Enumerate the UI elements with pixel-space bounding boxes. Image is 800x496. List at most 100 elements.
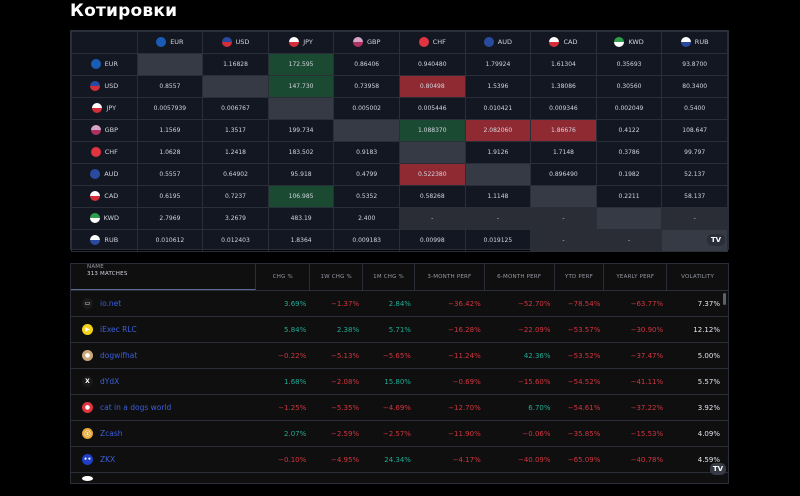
table-row[interactable]: ● cat in a dogs world −1.25% −5.35% −4.69% −1… [71, 395, 728, 421]
column-header-eur[interactable]: EUR [136, 31, 204, 54]
rate-cell[interactable]: 0.006767 [202, 97, 269, 120]
rate-cell[interactable]: - [530, 207, 597, 230]
rate-cell[interactable] [464, 163, 532, 186]
rate-cell[interactable]: 93.8700 [661, 53, 728, 76]
rate-cell[interactable]: 0.30560 [595, 75, 663, 98]
rate-cell[interactable]: 52.137 [661, 163, 728, 186]
table-row[interactable]: ⓩ Zcash 2.07% −2.59% −2.57% −11.90% −0.06% −35.… [71, 421, 728, 447]
rate-cell[interactable]: 0.1982 [595, 163, 663, 186]
rate-cell[interactable]: 1.2418 [202, 141, 269, 164]
rate-cell[interactable]: 0.010421 [464, 97, 532, 120]
row-header-kwd[interactable]: KWD [71, 207, 138, 230]
rate-cell[interactable]: - [530, 229, 597, 252]
rate-cell[interactable]: 0.010612 [136, 229, 204, 252]
rate-cell[interactable]: 108.647 [661, 119, 728, 142]
rate-cell[interactable]: 199.734 [267, 119, 335, 142]
row-header-aud[interactable]: AUD [71, 163, 138, 186]
rate-cell[interactable]: - [661, 207, 728, 230]
rate-cell[interactable]: 0.002049 [595, 97, 663, 120]
rate-cell[interactable]: 2.400 [333, 207, 400, 230]
rate-cell[interactable]: 1.1148 [464, 185, 532, 208]
rate-cell[interactable]: 0.9183 [333, 141, 400, 164]
column-header-6-month-perf[interactable]: 6-Month Perf [485, 264, 555, 290]
rate-cell[interactable]: 0.012403 [202, 229, 269, 252]
rate-cell[interactable]: 1.7148 [530, 141, 597, 164]
column-header-kwd[interactable]: KWD [595, 31, 663, 54]
table-row[interactable]: ● dogwifhat −0.22% −5.13% −5.65% −11.24% 42.36… [71, 343, 728, 369]
rate-cell[interactable]: 80.3400 [661, 75, 728, 98]
rate-cell[interactable]: 1.9126 [464, 141, 532, 164]
column-header-cad[interactable]: CAD [530, 31, 597, 54]
rate-cell[interactable]: 0.896490 [530, 163, 597, 186]
rate-cell[interactable]: 0.3786 [595, 141, 663, 164]
tradingview-logo-icon[interactable]: TV [710, 463, 726, 475]
column-header-aud[interactable]: AUD [464, 31, 532, 54]
column-header-1w-chg-[interactable]: 1W chg % [310, 264, 364, 290]
rate-cell[interactable]: - [464, 207, 532, 230]
rate-cell[interactable]: 172.595 [267, 53, 335, 76]
column-header-3-month-perf[interactable]: 3-Month Perf [415, 264, 485, 290]
rate-cell[interactable]: 1.61304 [530, 53, 597, 76]
rate-cell[interactable]: 58.137 [661, 185, 728, 208]
rate-cell[interactable]: - [595, 229, 663, 252]
column-header-ytd-perf[interactable]: YTD Perf [555, 264, 605, 290]
rate-cell[interactable]: 0.00998 [398, 229, 466, 252]
column-header-rub[interactable]: RUB [661, 31, 728, 54]
rate-cell[interactable]: 3.2679 [202, 207, 269, 230]
symbol-link[interactable]: Zcash [100, 429, 123, 438]
rate-cell[interactable]: 1.5396 [464, 75, 532, 98]
rate-cell[interactable]: 1.0628 [136, 141, 204, 164]
column-header-gbp[interactable]: GBP [333, 31, 400, 54]
rate-cell[interactable]: 0.940480 [398, 53, 466, 76]
rate-cell[interactable] [595, 207, 663, 230]
rate-cell[interactable] [530, 185, 597, 208]
rate-cell[interactable]: 0.73958 [333, 75, 400, 98]
row-header-chf[interactable]: CHF [71, 141, 138, 164]
column-header-1m-chg-[interactable]: 1M chg % [363, 264, 415, 290]
rate-cell[interactable]: 0.2211 [595, 185, 663, 208]
rate-cell[interactable]: 0.58268 [398, 185, 466, 208]
column-header-chf[interactable]: CHF [398, 31, 466, 54]
row-header-gbp[interactable]: GBP [71, 119, 138, 142]
row-header-rub[interactable]: RUB [71, 229, 138, 252]
rate-cell[interactable]: 483.19 [267, 207, 335, 230]
rate-cell[interactable]: 0.5557 [136, 163, 204, 186]
rate-cell[interactable]: 0.8557 [136, 75, 204, 98]
rate-cell[interactable]: 0.7237 [202, 185, 269, 208]
rate-cell[interactable]: 1.79924 [464, 53, 532, 76]
row-header-cad[interactable]: CAD [71, 185, 138, 208]
column-header-usd[interactable]: USD [202, 31, 269, 54]
symbol-link[interactable]: dYdX [100, 377, 120, 386]
rate-cell[interactable]: 1.38086 [530, 75, 597, 98]
column-header-yearly-perf[interactable]: Yearly Perf [604, 264, 668, 290]
symbol-link[interactable]: io.net [100, 299, 122, 308]
rate-cell[interactable]: 2.082060 [464, 119, 532, 142]
rate-cell[interactable]: 147.730 [267, 75, 335, 98]
rate-cell[interactable]: 183.502 [267, 141, 335, 164]
rate-cell[interactable]: 0.86406 [333, 53, 400, 76]
rate-cell[interactable]: 0.4799 [333, 163, 400, 186]
rate-cell[interactable] [333, 119, 400, 142]
column-header-volatility[interactable]: Volatility [681, 274, 715, 280]
rate-cell[interactable]: 95.918 [267, 163, 335, 186]
rate-cell[interactable]: 1.1569 [136, 119, 204, 142]
rate-cell[interactable]: - [398, 207, 466, 230]
rate-cell[interactable]: 1.16828 [202, 53, 269, 76]
rate-cell[interactable] [202, 75, 269, 98]
row-header-eur[interactable]: EUR [71, 53, 138, 76]
rate-cell[interactable]: 0.80498 [398, 75, 466, 98]
row-header-usd[interactable]: USD [71, 75, 138, 98]
tradingview-logo-icon[interactable]: TV [707, 234, 725, 246]
rate-cell[interactable]: 0.35693 [595, 53, 663, 76]
symbol-link[interactable]: iExec RLC [100, 325, 137, 334]
table-row[interactable]: •• ZKX −0.10% −4.95% 24.34% −4.17% −40.09% −65.… [71, 447, 728, 473]
rate-cell[interactable]: 0.4122 [595, 119, 663, 142]
rate-cell[interactable]: 0.0057939 [136, 97, 204, 120]
rate-cell[interactable]: 0.009183 [333, 229, 400, 252]
rate-cell[interactable]: 0.522380 [398, 163, 466, 186]
rate-cell[interactable] [398, 141, 466, 164]
symbol-link[interactable]: ZKX [100, 455, 116, 464]
table-row[interactable]: ▭ io.net 3.69% −1.37% 2.84% −36.42% −52.70% −78… [71, 291, 728, 317]
symbol-link[interactable]: cat in a dogs world [100, 403, 172, 412]
